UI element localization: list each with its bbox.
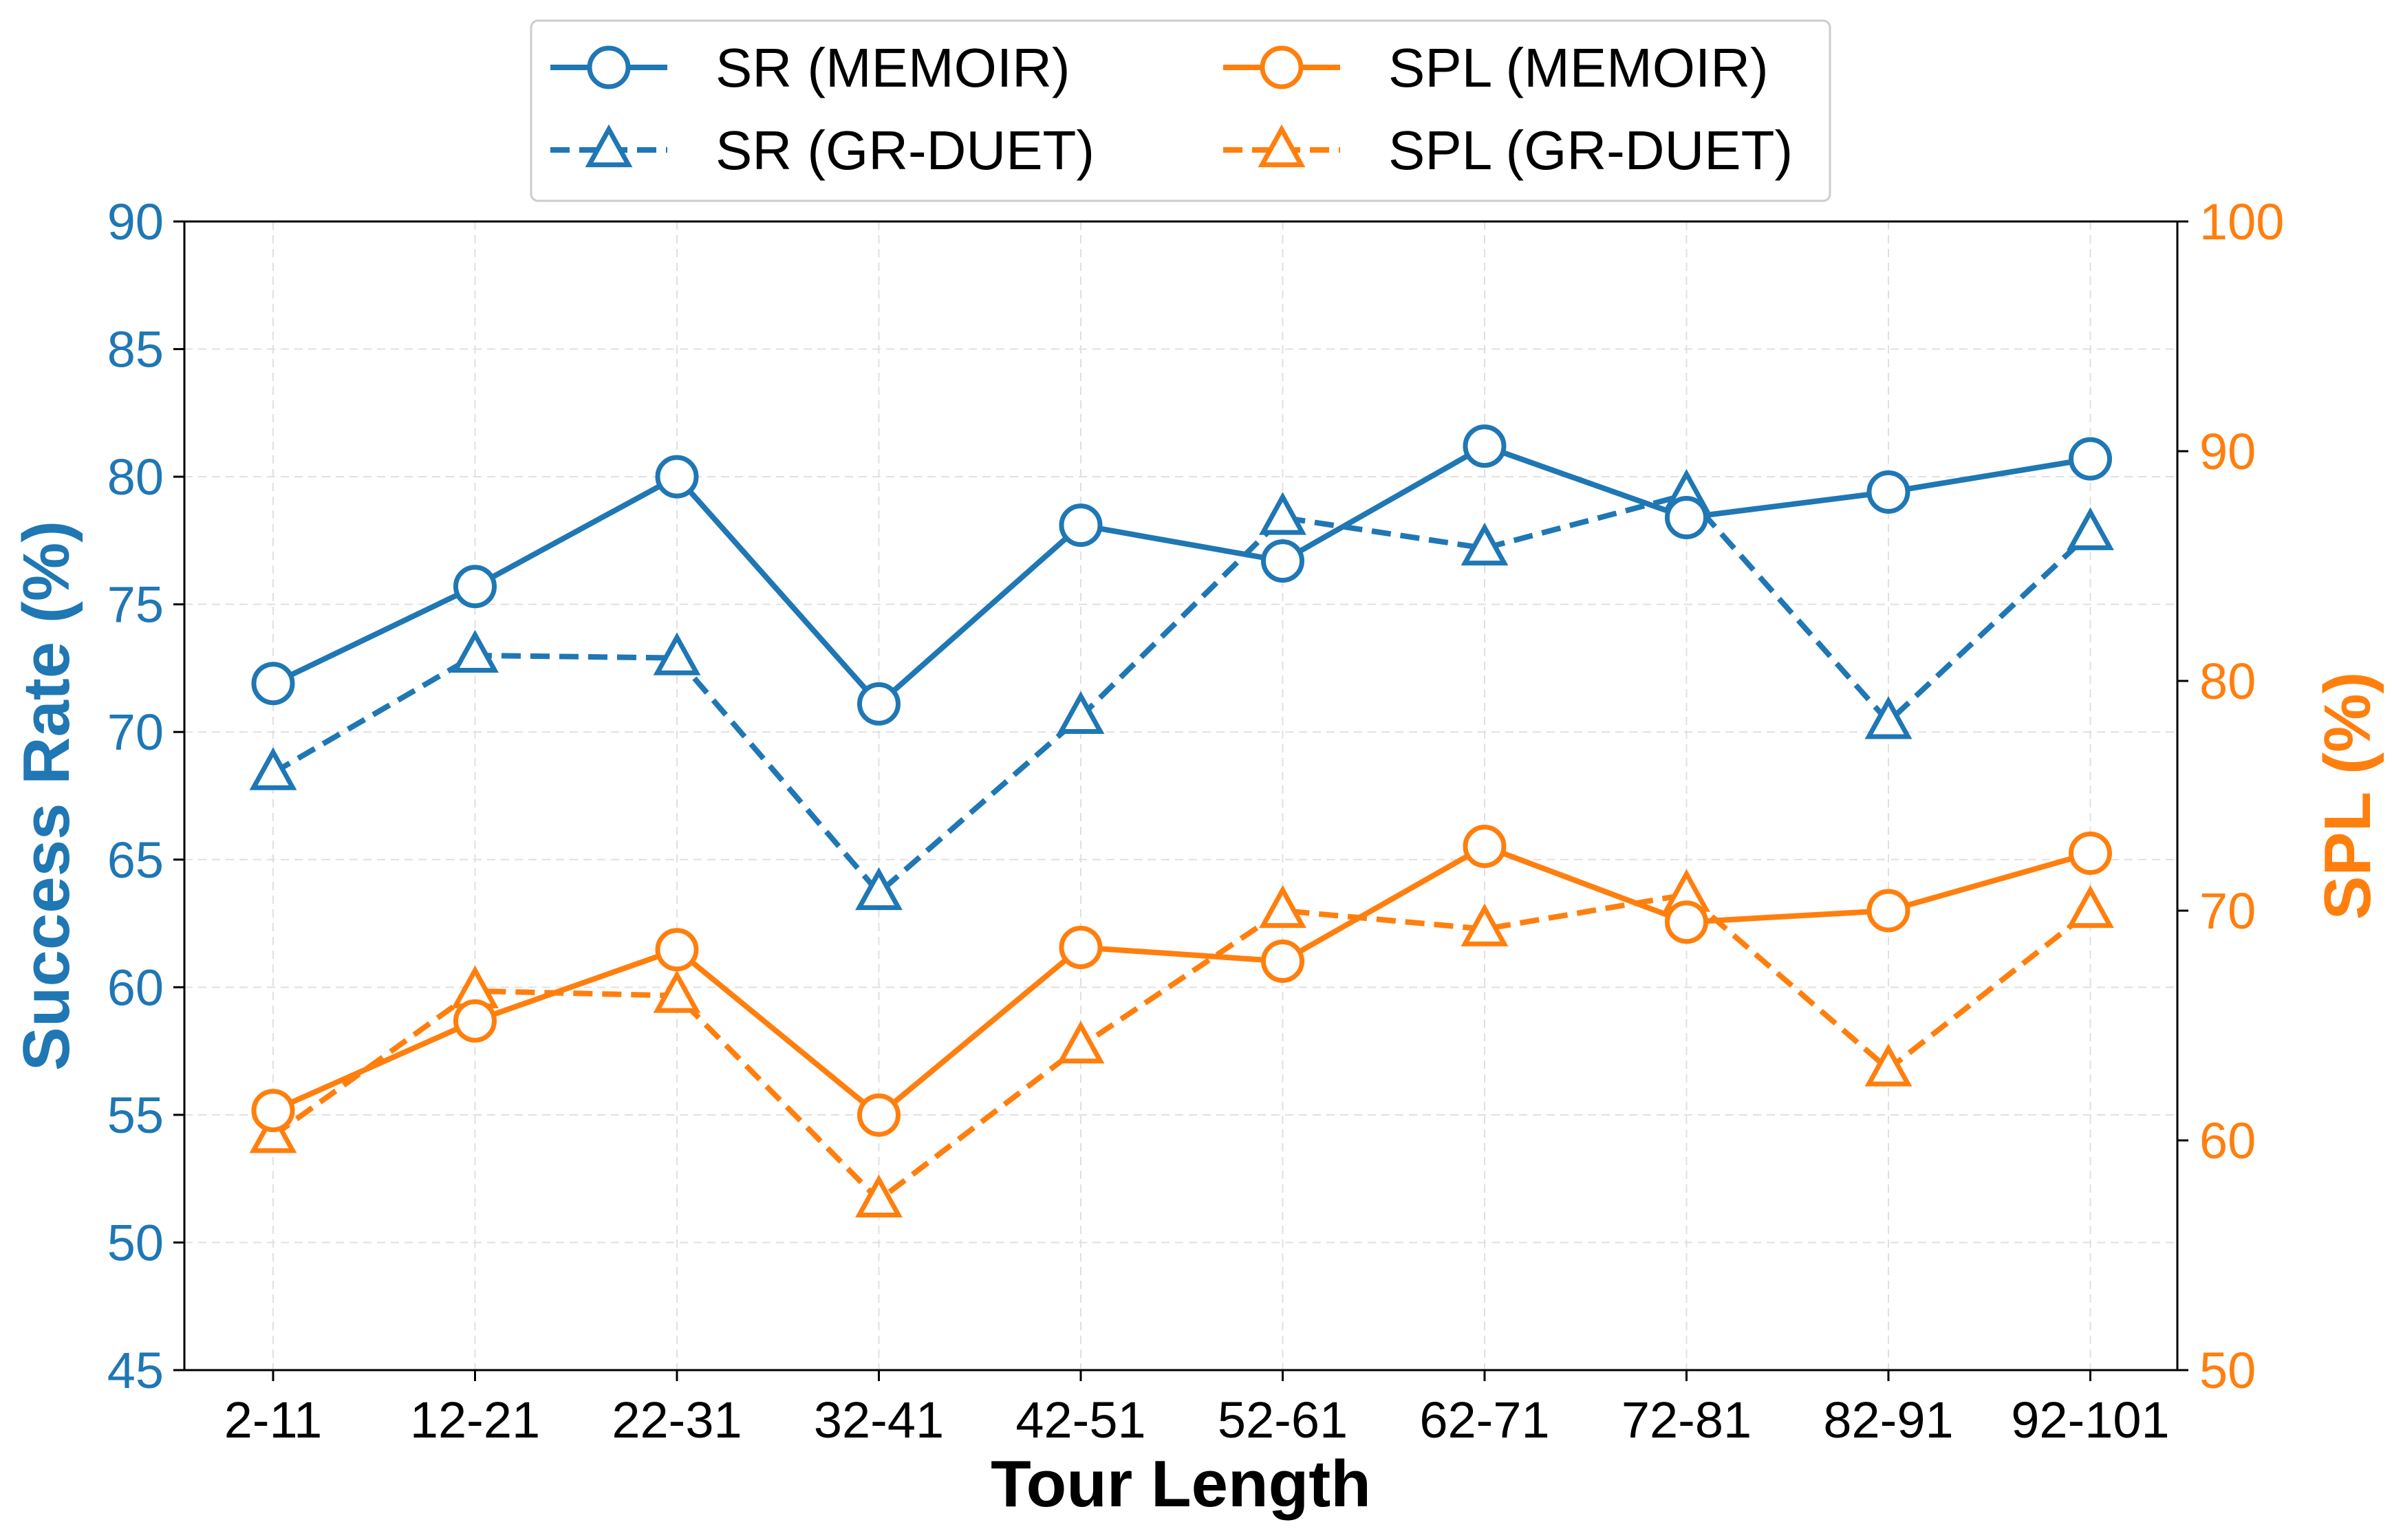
y-tick-label-right: 90 bbox=[2199, 423, 2256, 480]
series-spl-gr-duet bbox=[249, 869, 2114, 1217]
triangle-marker bbox=[1461, 903, 1509, 946]
series-line bbox=[272, 443, 2091, 707]
circle-marker bbox=[1665, 495, 1708, 539]
legend-item: SPL (MEMOIR) bbox=[1223, 37, 1769, 98]
circle-marker bbox=[857, 682, 901, 726]
circle-marker bbox=[1866, 470, 1910, 514]
x-axis-title: Tour Length bbox=[991, 1447, 1371, 1521]
series-line bbox=[271, 492, 2093, 896]
triangle-marker bbox=[1461, 522, 1509, 566]
plot-frame bbox=[183, 220, 2179, 1371]
circle-marker bbox=[251, 662, 295, 706]
triangle-marker bbox=[653, 970, 701, 1013]
circle-marker bbox=[453, 999, 497, 1043]
legend-label: SR (MEMOIR) bbox=[715, 37, 1070, 98]
legend-label: SPL (GR-DUET) bbox=[1388, 120, 1793, 181]
triangle-marker bbox=[1259, 885, 1306, 929]
y-tick-label-right: 50 bbox=[2199, 1342, 2256, 1399]
circle-marker bbox=[1260, 45, 1304, 89]
y-tick-label-left: 90 bbox=[107, 193, 164, 250]
triangle-marker bbox=[249, 747, 297, 790]
triangle-marker bbox=[2067, 885, 2114, 929]
triangle-marker bbox=[585, 124, 633, 168]
x-tick-label: 82-91 bbox=[1823, 1391, 1953, 1449]
y-axis-title-left: Success Rate (%) bbox=[10, 521, 83, 1071]
y-tick-label-right: 70 bbox=[2199, 882, 2256, 940]
circle-marker bbox=[1261, 539, 1304, 583]
x-tick-label: 22-31 bbox=[612, 1391, 742, 1449]
circle-marker bbox=[1866, 889, 1910, 933]
legend-item: SR (GR-DUET) bbox=[550, 120, 1095, 181]
y-tick-label-left: 45 bbox=[107, 1342, 164, 1399]
y-tick-label-right: 80 bbox=[2199, 653, 2256, 710]
y-tick-label-left: 80 bbox=[107, 448, 164, 506]
circle-marker bbox=[1463, 824, 1507, 868]
triangle-marker bbox=[2067, 507, 2114, 550]
legend-label: SPL (MEMOIR) bbox=[1388, 37, 1769, 98]
circle-marker bbox=[2069, 437, 2112, 481]
circle-marker bbox=[857, 1093, 901, 1137]
circle-marker bbox=[251, 1089, 295, 1133]
triangle-marker bbox=[1864, 696, 1912, 739]
y-tick-label-right: 60 bbox=[2199, 1112, 2256, 1169]
circle-marker bbox=[655, 928, 699, 972]
y-tick-label-left: 55 bbox=[107, 1087, 164, 1144]
circle-marker bbox=[655, 455, 699, 499]
axis-ticks: 2-11 12-21 22-31 32-41 42-51 52-61 62-71 72-81 8… bbox=[107, 193, 2285, 1449]
triangle-marker bbox=[451, 629, 499, 673]
x-tick-label: 42-51 bbox=[1015, 1391, 1145, 1449]
circle-marker bbox=[1665, 900, 1708, 944]
legend-label: SR (GR-DUET) bbox=[715, 120, 1095, 181]
triangle-marker bbox=[1864, 1043, 1912, 1087]
triangle-marker bbox=[249, 1110, 297, 1153]
x-tick-label: 32-41 bbox=[814, 1391, 944, 1449]
circle-marker bbox=[2069, 832, 2112, 875]
y-tick-label-left: 65 bbox=[107, 832, 164, 889]
circle-marker bbox=[1261, 939, 1304, 983]
triangle-marker bbox=[653, 632, 701, 675]
y-tick-label-left: 75 bbox=[107, 576, 164, 633]
circle-marker bbox=[453, 565, 497, 609]
series-line bbox=[271, 891, 2092, 1203]
legend-frame bbox=[530, 19, 1831, 202]
y-tick-label-left: 70 bbox=[107, 704, 164, 761]
x-tick-label: 92-101 bbox=[2011, 1391, 2169, 1449]
triangle-marker bbox=[1259, 492, 1306, 535]
y-tick-label-left: 60 bbox=[107, 959, 164, 1016]
triangle-marker bbox=[855, 1174, 903, 1217]
circle-marker bbox=[1463, 424, 1507, 468]
x-tick-label: 12-21 bbox=[410, 1391, 540, 1449]
y-tick-label-right: 100 bbox=[2199, 193, 2284, 250]
series-layer bbox=[249, 424, 2114, 1217]
legend-item: SR (MEMOIR) bbox=[550, 37, 1070, 98]
x-tick-label: 52-61 bbox=[1218, 1391, 1348, 1449]
series-sr-gr-duet bbox=[249, 468, 2114, 911]
x-tick-label: 62-71 bbox=[1419, 1391, 1549, 1449]
circle-marker bbox=[587, 45, 631, 89]
triangle-marker bbox=[855, 867, 903, 911]
triangle-marker bbox=[1258, 124, 1306, 168]
triangle-marker bbox=[1057, 1020, 1105, 1064]
circle-marker bbox=[1059, 925, 1103, 969]
series-sr-memoir bbox=[251, 424, 2112, 726]
legend-item: SPL (GR-DUET) bbox=[1223, 120, 1793, 181]
legend: SR (MEMOIR) SR (GR-DUET) SPL (MEMOIR) SPL (… bbox=[530, 19, 1831, 202]
y-tick-label-left: 85 bbox=[107, 321, 164, 378]
x-tick-label: 72-81 bbox=[1621, 1391, 1752, 1449]
y-tick-label-left: 50 bbox=[107, 1214, 164, 1271]
triangle-marker bbox=[1057, 691, 1105, 735]
x-tick-label: 2-11 bbox=[224, 1391, 323, 1449]
grid bbox=[184, 221, 2177, 1370]
series-spl-memoir bbox=[251, 824, 2112, 1137]
circle-marker bbox=[1059, 503, 1103, 547]
series-line bbox=[272, 843, 2091, 1118]
y-axis-title-right: SPL (%) bbox=[2311, 672, 2384, 920]
